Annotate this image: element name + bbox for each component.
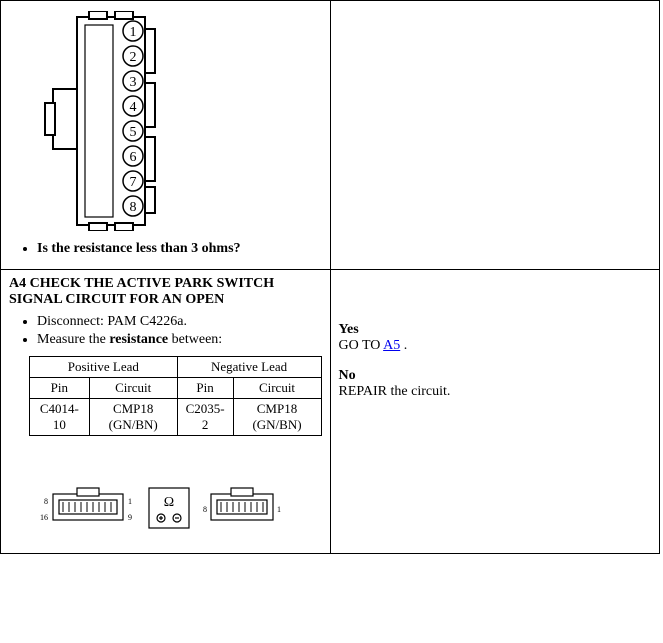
top-right-cell xyxy=(330,1,660,270)
neg-circuit-value: CMP18 (GN/BN) xyxy=(233,399,321,436)
no-label: No xyxy=(339,368,356,383)
svg-text:9: 9 xyxy=(128,513,132,522)
svg-text:5: 5 xyxy=(130,125,137,140)
svg-text:8: 8 xyxy=(44,497,48,506)
neg-pin-header: Pin xyxy=(177,378,233,399)
measure-prefix: Measure the xyxy=(37,332,109,347)
measure-bold: resistance xyxy=(109,332,168,347)
svg-text:4: 4 xyxy=(130,100,137,115)
diagnostic-table: 1 2 3 4 5 6 7 8 Is the resistance less t… xyxy=(0,0,660,554)
meter-connectors-icon: 8 16 1 9 Ω xyxy=(39,474,299,544)
pos-lead-header: Positive Lead xyxy=(30,357,178,378)
pos-circuit-value: CMP18 (GN/BN) xyxy=(89,399,177,436)
neg-pin-value: C2035-2 xyxy=(177,399,233,436)
disconnect-label: Disconnect: xyxy=(37,314,107,329)
svg-text:Ω: Ω xyxy=(164,495,174,510)
pos-pin-header: Pin xyxy=(30,378,90,399)
disconnect-bullet: Disconnect: PAM C4226a. xyxy=(37,314,322,330)
top-left-cell: 1 2 3 4 5 6 7 8 Is the resistance less t… xyxy=(1,1,331,270)
svg-text:1: 1 xyxy=(277,505,281,514)
step-title: A4 CHECK THE ACTIVE PARK SWITCH SIGNAL C… xyxy=(9,276,322,308)
svg-text:3: 3 xyxy=(130,75,137,90)
neg-lead-header: Negative Lead xyxy=(177,357,321,378)
svg-text:2: 2 xyxy=(130,50,137,65)
yes-action: GO TO A5 . xyxy=(339,338,652,354)
yes-label: Yes xyxy=(339,322,359,337)
svg-text:6: 6 xyxy=(130,150,137,165)
step-a4-cell: A4 CHECK THE ACTIVE PARK SWITCH SIGNAL C… xyxy=(1,270,331,554)
no-action: REPAIR the circuit. xyxy=(339,384,652,400)
resistance-question: Is the resistance less than 3 ohms? xyxy=(37,241,322,257)
svg-text:16: 16 xyxy=(40,513,48,522)
svg-text:1: 1 xyxy=(128,497,132,506)
neg-circuit-header: Circuit xyxy=(233,378,321,399)
disconnect-value: PAM C4226a. xyxy=(107,314,187,329)
pos-pin-value: C4014-10 xyxy=(30,399,90,436)
lead-table: Positive Lead Negative Lead Pin Circuit … xyxy=(29,356,322,436)
svg-text:8: 8 xyxy=(203,505,207,514)
link-a5[interactable]: A5 xyxy=(383,338,400,353)
result-cell: Yes GO TO A5 . No REPAIR the circuit. xyxy=(330,270,660,554)
svg-text:8: 8 xyxy=(130,200,137,215)
svg-text:1: 1 xyxy=(130,25,137,40)
measure-bullet: Measure the resistance between: xyxy=(37,332,322,348)
connector-diagram-8pin: 1 2 3 4 5 6 7 8 xyxy=(9,5,322,237)
svg-text:7: 7 xyxy=(130,175,137,190)
bottom-diagram: 8 16 1 9 Ω xyxy=(9,444,322,549)
pos-circuit-header: Circuit xyxy=(89,378,177,399)
measure-suffix: between: xyxy=(168,332,222,347)
connector-8pin-icon: 1 2 3 4 5 6 7 8 xyxy=(39,11,189,231)
